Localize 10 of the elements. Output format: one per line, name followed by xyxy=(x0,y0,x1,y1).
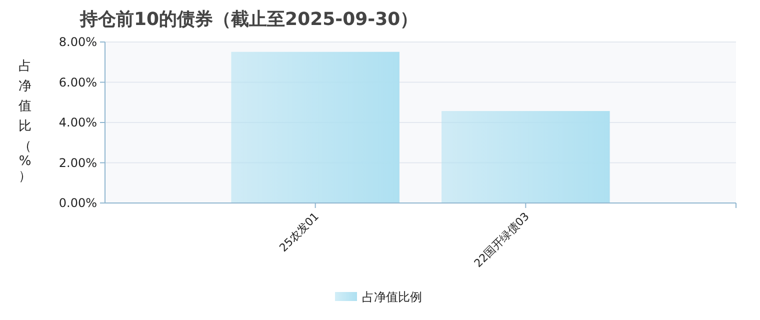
x-tick-label: 25农发01 xyxy=(276,210,322,254)
y-tick-label: 6.00% xyxy=(58,75,97,90)
y-tick-label: 4.00% xyxy=(58,116,97,130)
y-tick-label: 8.00% xyxy=(58,35,97,49)
y-axis-title: 占净值比（%） xyxy=(18,59,32,184)
y-tick-label: 0.00% xyxy=(58,196,97,210)
chart-title: 持仓前10的债券（截止至2025-09-30） xyxy=(79,9,418,30)
y-tick-label: 2.00% xyxy=(58,156,97,170)
x-tick-label: 22国开绿债03 xyxy=(472,210,532,270)
legend-label: 占净值比例 xyxy=(362,290,422,304)
